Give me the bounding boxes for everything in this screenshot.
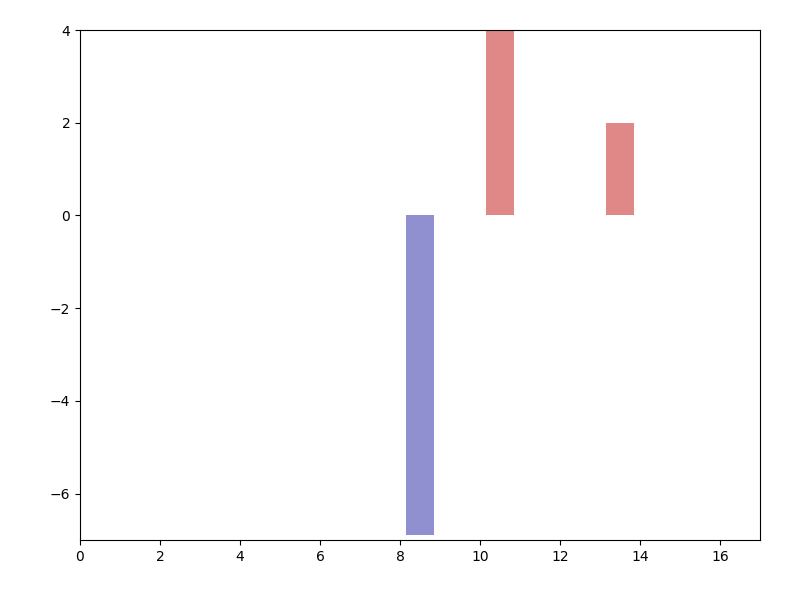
Bar xyxy=(486,30,514,215)
Bar xyxy=(606,123,634,215)
Bar xyxy=(406,215,434,535)
